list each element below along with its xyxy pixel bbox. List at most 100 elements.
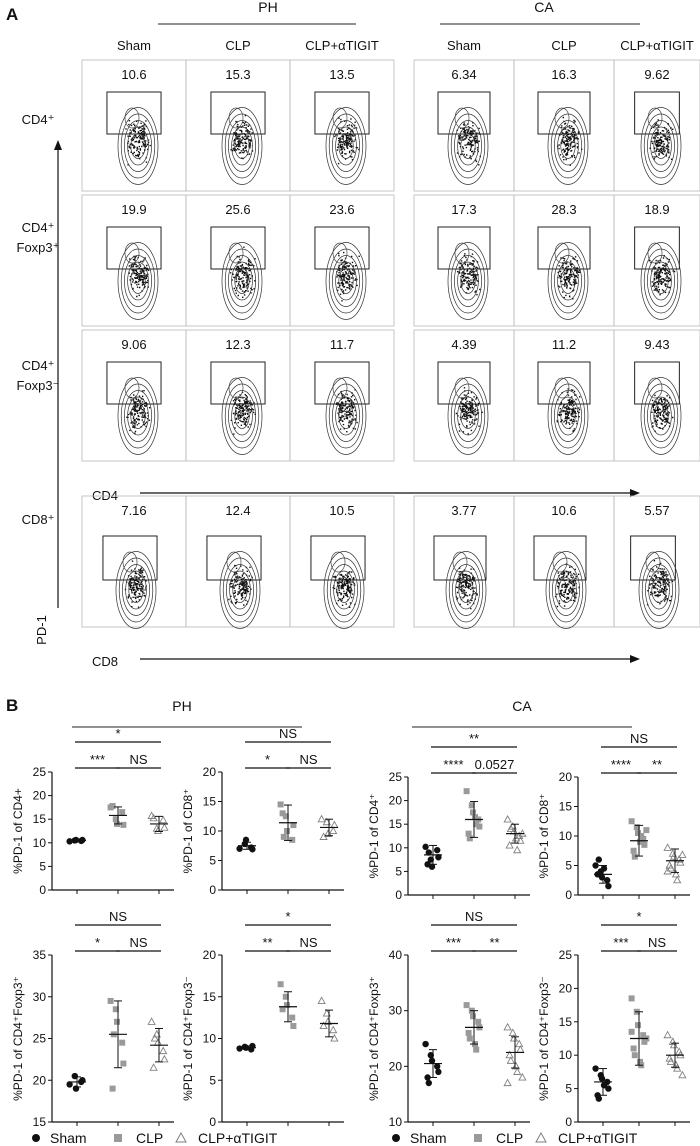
data-point-sham (595, 856, 602, 863)
data-point-sham (435, 1068, 442, 1076)
event-dots (651, 394, 674, 432)
data-point-tigit (160, 1054, 169, 1063)
contour-line (647, 242, 663, 264)
data-point-clp (628, 995, 635, 1002)
contour-line (122, 551, 138, 573)
data-point-clp (277, 801, 284, 808)
y-axis-label: %PD-1 of CD4+ (11, 788, 25, 874)
data-point-tigit (509, 1033, 519, 1042)
contour-line (124, 242, 140, 264)
data-point-clp (290, 822, 297, 829)
y-tick-label: 0 (565, 888, 572, 902)
data-point-tigit (159, 1046, 168, 1055)
contour-line (447, 107, 489, 185)
flow-plot: 12.4 (185, 495, 291, 629)
contour-line (332, 120, 360, 172)
gate-percentage: 12.3 (225, 337, 250, 352)
contour-line (332, 107, 348, 129)
column-header: CLP (225, 38, 250, 53)
contour-line (452, 551, 468, 573)
gate-percentage: 9.43 (644, 337, 669, 352)
event-dots (128, 255, 150, 298)
flow-plot-frame (289, 59, 395, 192)
y-tick-label: 5 (209, 1073, 216, 1087)
panel-b-letter: B (6, 696, 18, 715)
contour-line (124, 390, 152, 442)
contour-line (234, 403, 250, 429)
contour-line (550, 383, 586, 449)
contour-line (323, 551, 365, 629)
data-point-tigit (663, 866, 672, 875)
contour-line (647, 390, 675, 442)
row-label: CD4⁺ (22, 220, 55, 235)
data-point-clp (119, 1039, 126, 1046)
column-header: Sham (447, 38, 481, 53)
data-point-clp (643, 827, 650, 834)
flow-plot-frame (289, 495, 395, 628)
data-point-sham (427, 1052, 434, 1059)
y-tick-label: 20 (33, 789, 47, 803)
data-point-tigit (149, 1063, 158, 1071)
event-dots (557, 256, 581, 300)
data-point-tigit (503, 1022, 512, 1031)
gate-percentage: 17.3 (451, 202, 476, 217)
contour-line (647, 120, 675, 172)
contour-line (550, 113, 586, 179)
event-dots (334, 117, 360, 165)
contour-line (454, 107, 470, 129)
contour-line (127, 396, 149, 436)
contour-line (653, 403, 669, 429)
flow-plot-frame (289, 194, 395, 327)
contour-line (120, 248, 156, 314)
data-point-tigit (515, 1039, 524, 1048)
flow-plot: 4.39 (413, 329, 515, 462)
y-tick-label: 25 (33, 765, 47, 779)
y-axis-label: %PD-1 of CD4⁺Foxp3⁺ (367, 976, 381, 1101)
contour-line (560, 403, 576, 429)
data-point-clp (282, 993, 289, 1000)
contour-line (332, 255, 360, 307)
y-tick-label: 20 (203, 948, 217, 962)
contour-line (127, 126, 149, 166)
significance-label: NS (129, 752, 147, 767)
contour-line (450, 113, 486, 179)
data-point-sham (600, 865, 608, 872)
contour-line (229, 570, 251, 610)
data-point-clp (112, 816, 119, 823)
data-point-clp (468, 802, 475, 809)
y-tick-label: 25 (389, 770, 403, 784)
data-point-tigit (673, 875, 682, 884)
significance-label: * (265, 752, 270, 767)
gate-percentage: 4.39 (451, 337, 476, 352)
gate-box (314, 226, 370, 270)
data-point-clp (112, 1006, 119, 1013)
flow-plot: 10.6 (81, 59, 187, 192)
y-tick-label: 0 (209, 883, 216, 897)
data-point-clp (641, 1038, 648, 1045)
data-point-sham (425, 1079, 432, 1087)
y-tick-label: 15 (389, 817, 403, 831)
data-point-clp (637, 1058, 643, 1065)
data-point-tigit (503, 814, 512, 823)
data-point-tigit (323, 1017, 333, 1025)
flow-plot: 11.2 (513, 329, 615, 462)
y-tick-label: 5 (209, 854, 216, 868)
cd4-axis-label: CD4 (92, 488, 118, 503)
contour-line (647, 107, 663, 129)
data-point-tigit (663, 843, 672, 851)
data-point-clp (279, 1006, 286, 1013)
significance-label: **** (611, 757, 631, 772)
contour-line (648, 570, 670, 610)
y-tick-label: 0 (209, 1115, 216, 1129)
gate-percentage: 13.5 (329, 67, 354, 82)
contour-line (330, 564, 358, 616)
contour-line (558, 577, 574, 603)
data-point-sham (427, 856, 434, 863)
significance-label: NS (279, 726, 297, 741)
flow-plot-frame (289, 329, 395, 462)
y-tick-label: 5 (565, 1082, 572, 1096)
flow-plot: 23.6 (289, 194, 395, 327)
data-point-clp (476, 823, 483, 830)
gate-percentage: 3.77 (451, 503, 476, 518)
